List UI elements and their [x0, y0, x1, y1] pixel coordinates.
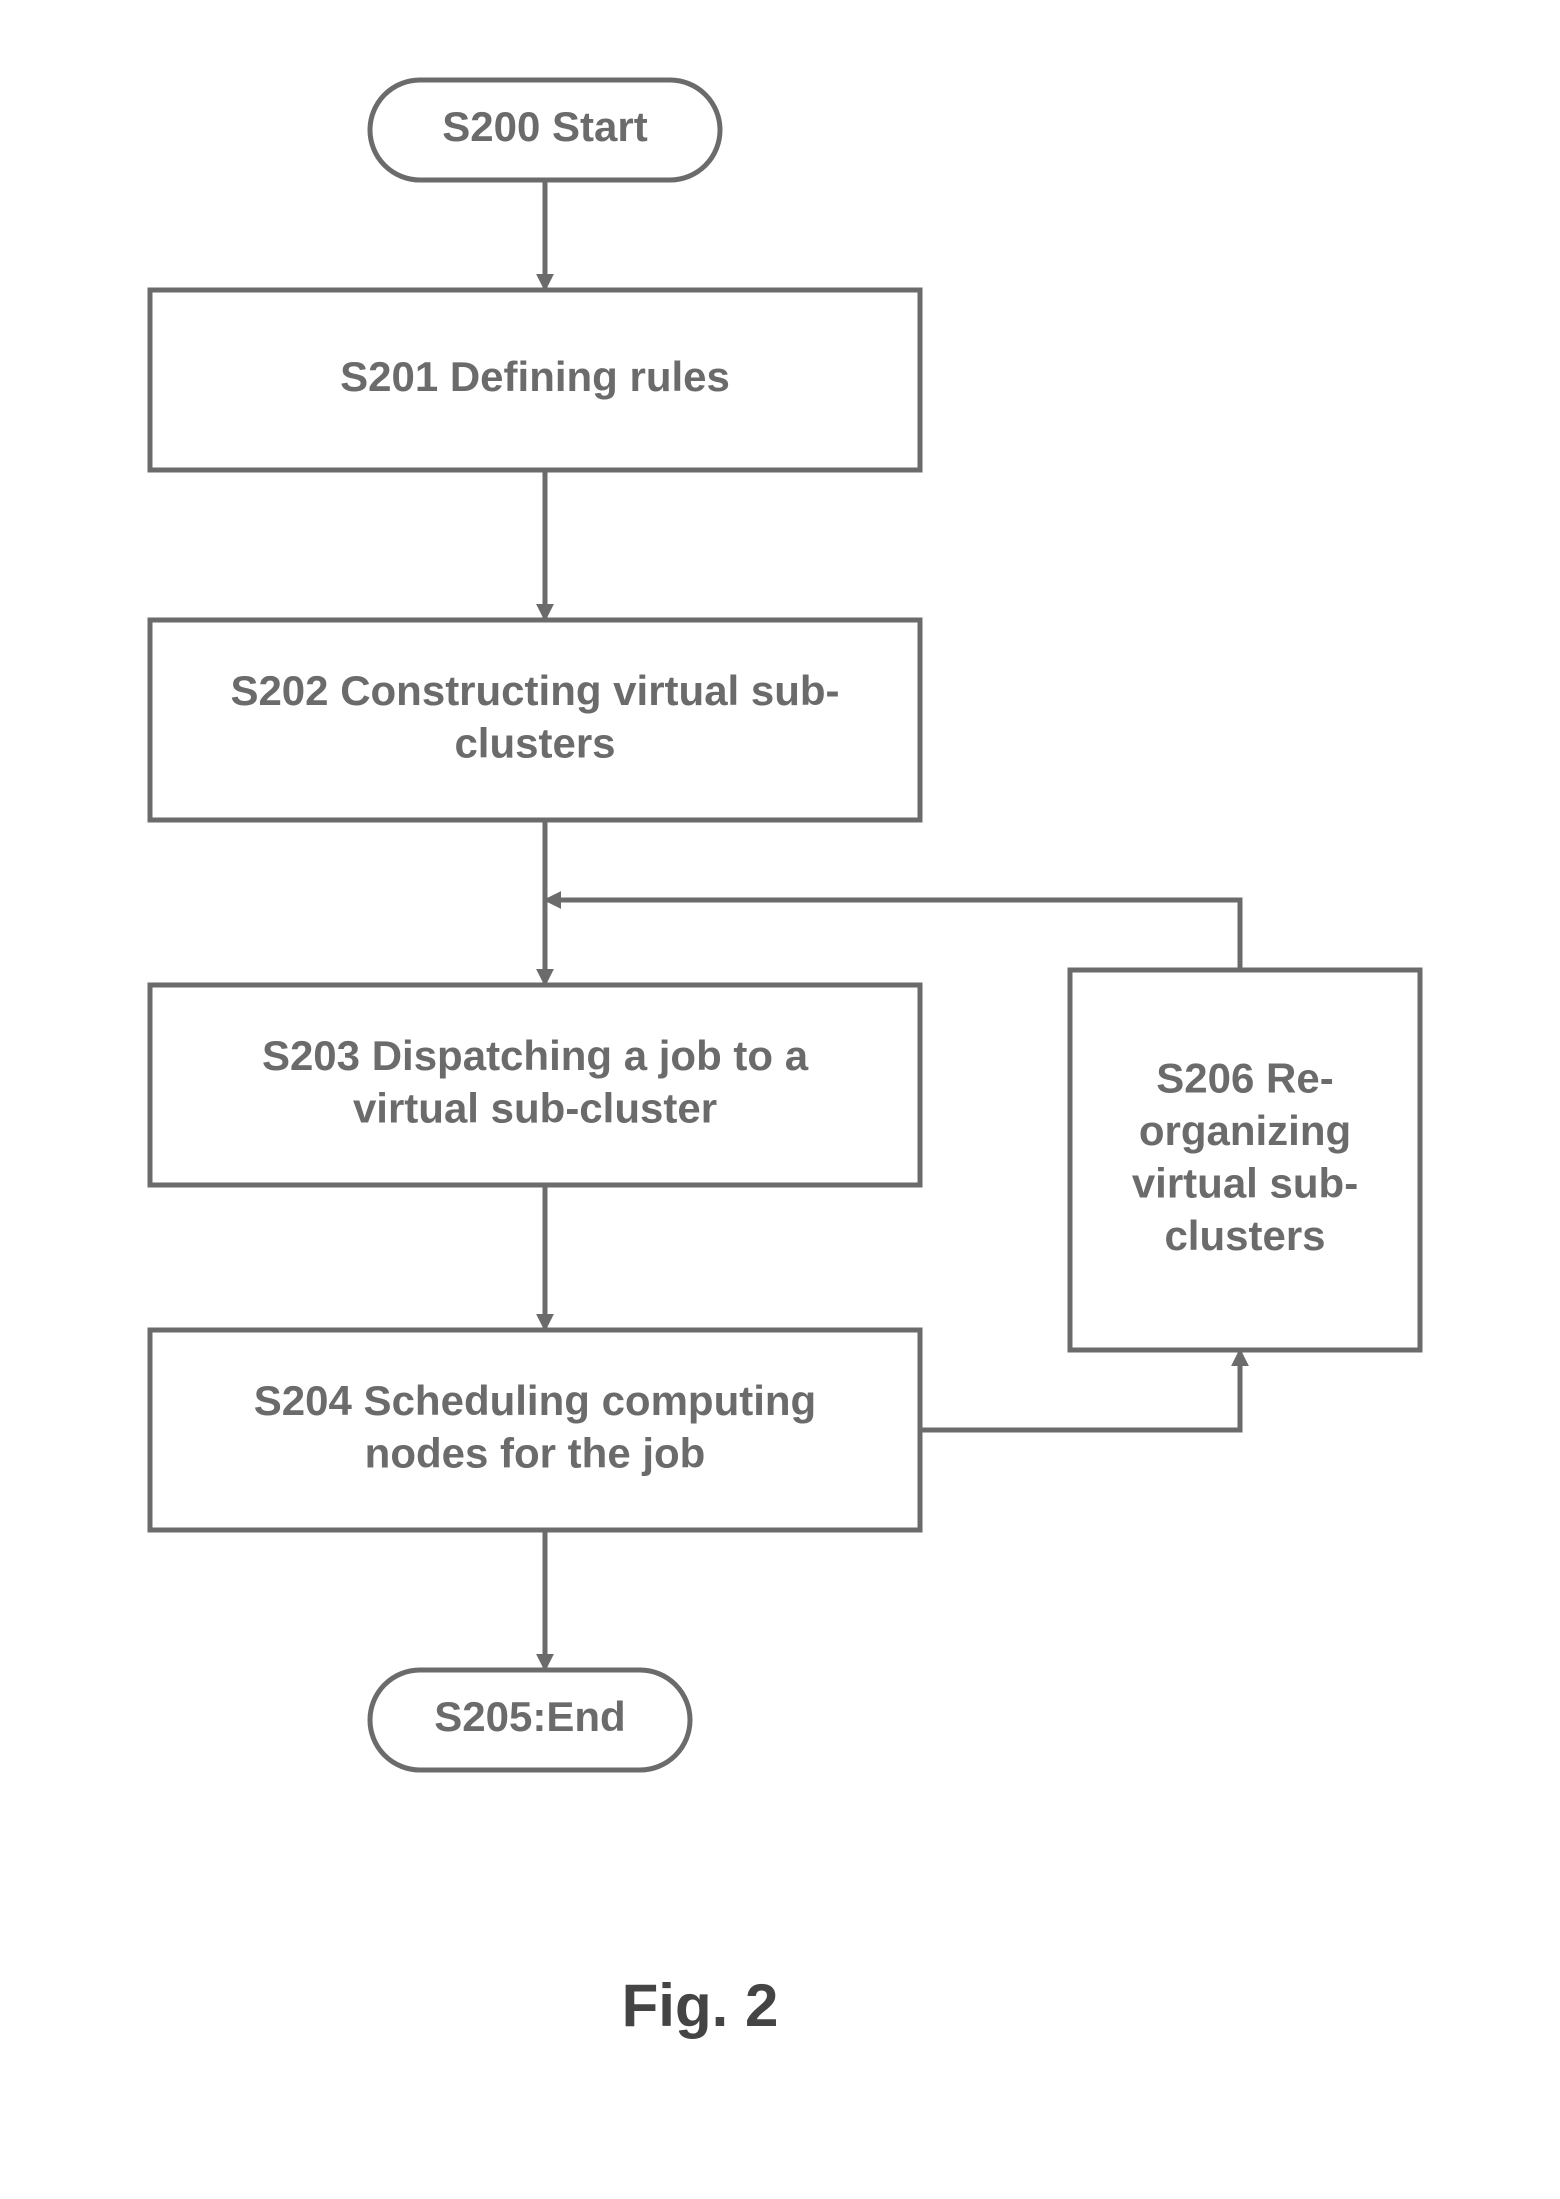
flow-node-s202: S202 Constructing virtual sub-clusters	[150, 620, 920, 820]
flow-node-s206: S206 Re-organizing virtual sub-clusters	[1070, 970, 1420, 1350]
flow-node-label: nodes for the job	[365, 1429, 706, 1476]
flow-node-s203: S203 Dispatching a job to a virtual sub-c…	[150, 985, 920, 1185]
flow-node-label: virtual sub-	[1132, 1159, 1358, 1206]
flow-node-start: S200 Start	[370, 80, 720, 180]
flow-node-label: S200 Start	[442, 103, 647, 150]
flow-node-label: clusters	[454, 719, 615, 766]
flow-node-label: organizing	[1139, 1107, 1351, 1154]
flow-edge	[545, 900, 1240, 970]
figure-caption: Fig. 2	[622, 1972, 779, 2039]
flow-node-label: S201 Defining rules	[340, 353, 730, 400]
flow-node-end: S205:End	[370, 1670, 690, 1770]
flow-node-label: S206 Re-	[1156, 1054, 1333, 1101]
flow-node-s204: S204 Scheduling computing nodes for the j…	[150, 1330, 920, 1530]
flow-node-label: S202 Constructing virtual sub-	[230, 667, 839, 714]
flow-node-label: S204 Scheduling computing	[254, 1377, 816, 1424]
flow-node-label: virtual sub-cluster	[353, 1084, 717, 1131]
flow-edge	[920, 1350, 1240, 1430]
flow-node-label: S205:End	[434, 1693, 625, 1740]
flow-node-s201: S201 Defining rules	[150, 290, 920, 470]
flow-node-label: clusters	[1164, 1212, 1325, 1259]
flow-node-label: S203 Dispatching a job to a	[262, 1032, 809, 1079]
